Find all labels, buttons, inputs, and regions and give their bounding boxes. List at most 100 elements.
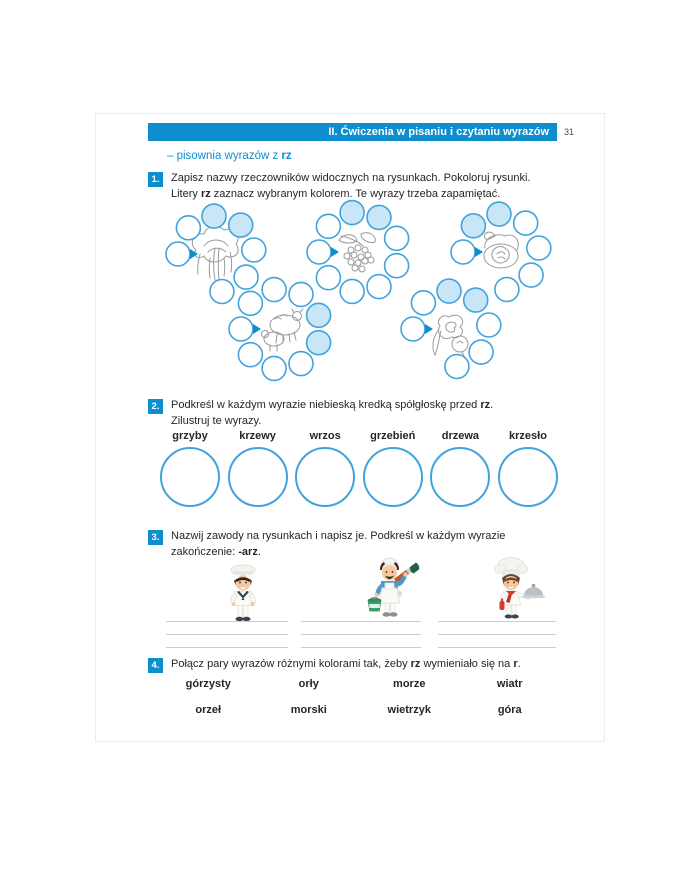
letter-circle	[165, 241, 191, 267]
letter-circle	[512, 210, 539, 236]
word-pair-item: orzeł	[195, 704, 222, 716]
section-subtitle: – pisownia wyrazów z rz	[167, 150, 292, 162]
exercise-2-instruction: Podkreśl w każdym wyrazie niebieską kred…	[171, 399, 494, 427]
start-arrow-icon	[475, 247, 483, 257]
cloche-icon	[524, 587, 543, 596]
word-pair-item: góra	[497, 704, 522, 716]
letter-circle	[400, 316, 426, 342]
exercise-3-instruction: Nazwij zawody na rysunkach i napisz je. …	[171, 530, 506, 558]
walnut-illustration	[483, 231, 519, 269]
letter-circle	[339, 278, 365, 305]
letter-circle	[261, 276, 287, 303]
paper-sheet: II. Ćwiczenia w pisaniu i czytaniu wyraz…	[95, 113, 605, 742]
letter-circle-filled	[462, 287, 489, 313]
vegetables-illustration	[432, 314, 469, 359]
word-pair-item: wiatr	[496, 678, 523, 690]
letter-circle	[476, 312, 502, 338]
word-label: krzesło	[509, 430, 547, 442]
exercise-4-number: 4.	[148, 658, 163, 673]
letter-circle	[315, 264, 342, 291]
page-number: 31	[564, 127, 575, 137]
letter-circle-cluster	[165, 203, 267, 305]
letter-circle	[237, 290, 264, 317]
subtitle-text: – pisownia wyrazów z	[167, 150, 282, 162]
exercise2-words-and-circles: grzyby krzewy wrzos grzebień drzewa krzesło	[158, 430, 560, 507]
exercise2-column: krzesło	[496, 430, 560, 507]
letter-circle	[383, 252, 410, 279]
letter-circle	[410, 289, 437, 316]
writing-line	[166, 634, 288, 635]
letter-circle	[209, 278, 235, 305]
exercise-4-instruction: Połącz pary wyrazów różnymi kolorami tak…	[171, 658, 521, 670]
word-pair-item: wietrzyk	[387, 704, 431, 716]
letter-circle	[261, 355, 287, 382]
start-arrow-icon	[253, 324, 261, 334]
exercise2-column: wrzos	[293, 430, 357, 507]
drawing-circle	[227, 447, 288, 507]
cook-illustration	[494, 557, 545, 619]
letter-circle-filled	[305, 302, 332, 329]
writing-line	[438, 621, 556, 622]
exercise2-column: krzewy	[226, 430, 290, 507]
drawing-circle	[295, 447, 356, 507]
letter-circle	[444, 353, 470, 380]
letter-circle-filled	[436, 278, 462, 304]
drawing-circle	[497, 447, 558, 507]
letter-circle-cluster	[450, 201, 552, 303]
exercise-1-number: 1.	[148, 172, 163, 187]
letter-circle-filled	[201, 203, 227, 229]
painter-illustration	[367, 557, 420, 617]
sheep-with-lamb-illustration	[261, 308, 304, 352]
word-pair-item: morze	[393, 678, 426, 690]
exercise4-word-row-1: górzysty orły morze wiatr	[158, 678, 560, 690]
word-label: drzewa	[441, 430, 480, 442]
letter-circle	[306, 239, 332, 265]
letter-circle	[526, 235, 552, 261]
word-pair-item: orły	[298, 678, 319, 690]
start-arrow-icon	[331, 247, 339, 257]
writing-line	[301, 621, 421, 622]
letter-circle-cluster	[228, 276, 332, 382]
exercise2-column: drzewa	[428, 430, 492, 507]
letter-circle	[518, 262, 544, 288]
letter-circle	[288, 350, 314, 377]
letter-circle-filled	[227, 212, 254, 238]
letter-circle	[315, 213, 342, 240]
writing-line	[301, 634, 421, 635]
letter-circle	[494, 276, 520, 303]
chapter-header: II. Ćwiczenia w pisaniu i czytaniu wyraz…	[148, 123, 557, 141]
word-label: krzewy	[239, 430, 276, 442]
letter-circle	[175, 214, 202, 241]
writing-line	[438, 634, 556, 635]
writing-line	[301, 647, 421, 648]
word-label: grzebień	[370, 430, 416, 442]
writing-line	[166, 647, 288, 648]
exercise4-word-row-2: orzeł morski wietrzyk góra	[158, 704, 560, 716]
exercise-3-number: 3.	[148, 530, 163, 545]
word-label: grzyby	[172, 430, 208, 442]
letter-circle-filled	[366, 204, 392, 231]
word-pair-item: morski	[290, 704, 327, 716]
letter-circle	[228, 316, 254, 342]
letter-circle	[241, 237, 267, 263]
drawing-circle	[430, 447, 491, 507]
writing-line	[166, 621, 288, 622]
drawing-circle	[160, 447, 220, 507]
letter-circle-filled	[305, 329, 332, 356]
exercise2-column: grzyby	[158, 430, 222, 507]
exercise2-column: grzebień	[361, 430, 425, 507]
letter-circle	[468, 339, 494, 365]
letter-circle	[288, 281, 314, 308]
chapter-title: II. Ćwiczenia w pisaniu i czytaniu wyraz…	[328, 126, 549, 138]
rowan-berries-illustration	[338, 232, 376, 273]
sailor-illustration	[230, 564, 256, 622]
letter-circle-cluster	[400, 278, 502, 380]
writing-line	[438, 647, 556, 648]
exercise-2-number: 2.	[148, 399, 163, 414]
letter-circle-cluster	[306, 199, 410, 305]
letter-circle	[237, 341, 264, 368]
start-arrow-icon	[425, 324, 433, 334]
letter-circle-filled	[486, 201, 512, 227]
letter-circle-filled	[460, 212, 487, 239]
